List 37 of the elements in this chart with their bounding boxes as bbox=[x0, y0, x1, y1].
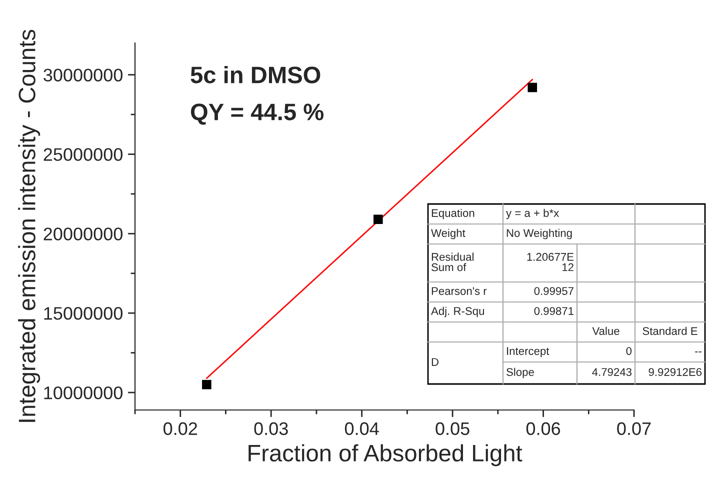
annotation: Weight bbox=[431, 228, 466, 240]
annotation: 0 bbox=[626, 347, 632, 355]
y-tick-label: 30000000 bbox=[44, 68, 122, 82]
text: Standard E bbox=[642, 326, 698, 335]
annotation: Pearson's r bbox=[432, 287, 487, 295]
x-tick-label: 0.03 bbox=[254, 422, 288, 436]
annotation: y = a + b*x bbox=[506, 208, 559, 220]
x-tick-label: 0.05 bbox=[436, 422, 470, 436]
annotation: 4.79243 bbox=[592, 368, 632, 376]
annotation: 0.99957 bbox=[534, 287, 574, 295]
point bbox=[528, 82, 538, 92]
y-tick-label: 25000000 bbox=[44, 148, 122, 161]
annotation: Residual Sum of bbox=[432, 252, 474, 272]
annotation: D bbox=[432, 358, 438, 366]
annotation: 5c in DMSO bbox=[190, 66, 320, 84]
y-tick-label: 15000000 bbox=[44, 307, 122, 320]
annotation: QY = 44.5 % bbox=[190, 104, 324, 125]
annotation: Adj. R-Squ bbox=[431, 306, 484, 318]
annotation: 1.20677E 12 bbox=[527, 252, 574, 272]
annotation: Intercept bbox=[507, 347, 550, 358]
y-axis-title: Integrated emission intensity - Counts bbox=[18, 30, 40, 422]
y-tick-label: 10000000 bbox=[44, 386, 122, 400]
annotation: Equation bbox=[432, 208, 474, 220]
x-tick-label: 0.07 bbox=[617, 422, 651, 436]
y-tick-label: 20000000 bbox=[44, 228, 122, 240]
x-tick-label: 0.02 bbox=[164, 422, 198, 436]
x-axis-title: Fraction of Absorbed Light bbox=[248, 444, 522, 466]
x-tick-label: 0.04 bbox=[344, 422, 379, 436]
text: -- bbox=[695, 351, 702, 352]
annotation: Slope bbox=[506, 368, 534, 378]
point bbox=[202, 380, 212, 390]
point bbox=[373, 214, 383, 224]
annotation: No Weighting bbox=[506, 228, 572, 240]
annotation: 0.99871 bbox=[534, 307, 574, 315]
x-tick-label: 0.06 bbox=[526, 422, 560, 436]
text: 9.92912E6 bbox=[648, 368, 702, 376]
annotation: Value bbox=[592, 326, 620, 335]
